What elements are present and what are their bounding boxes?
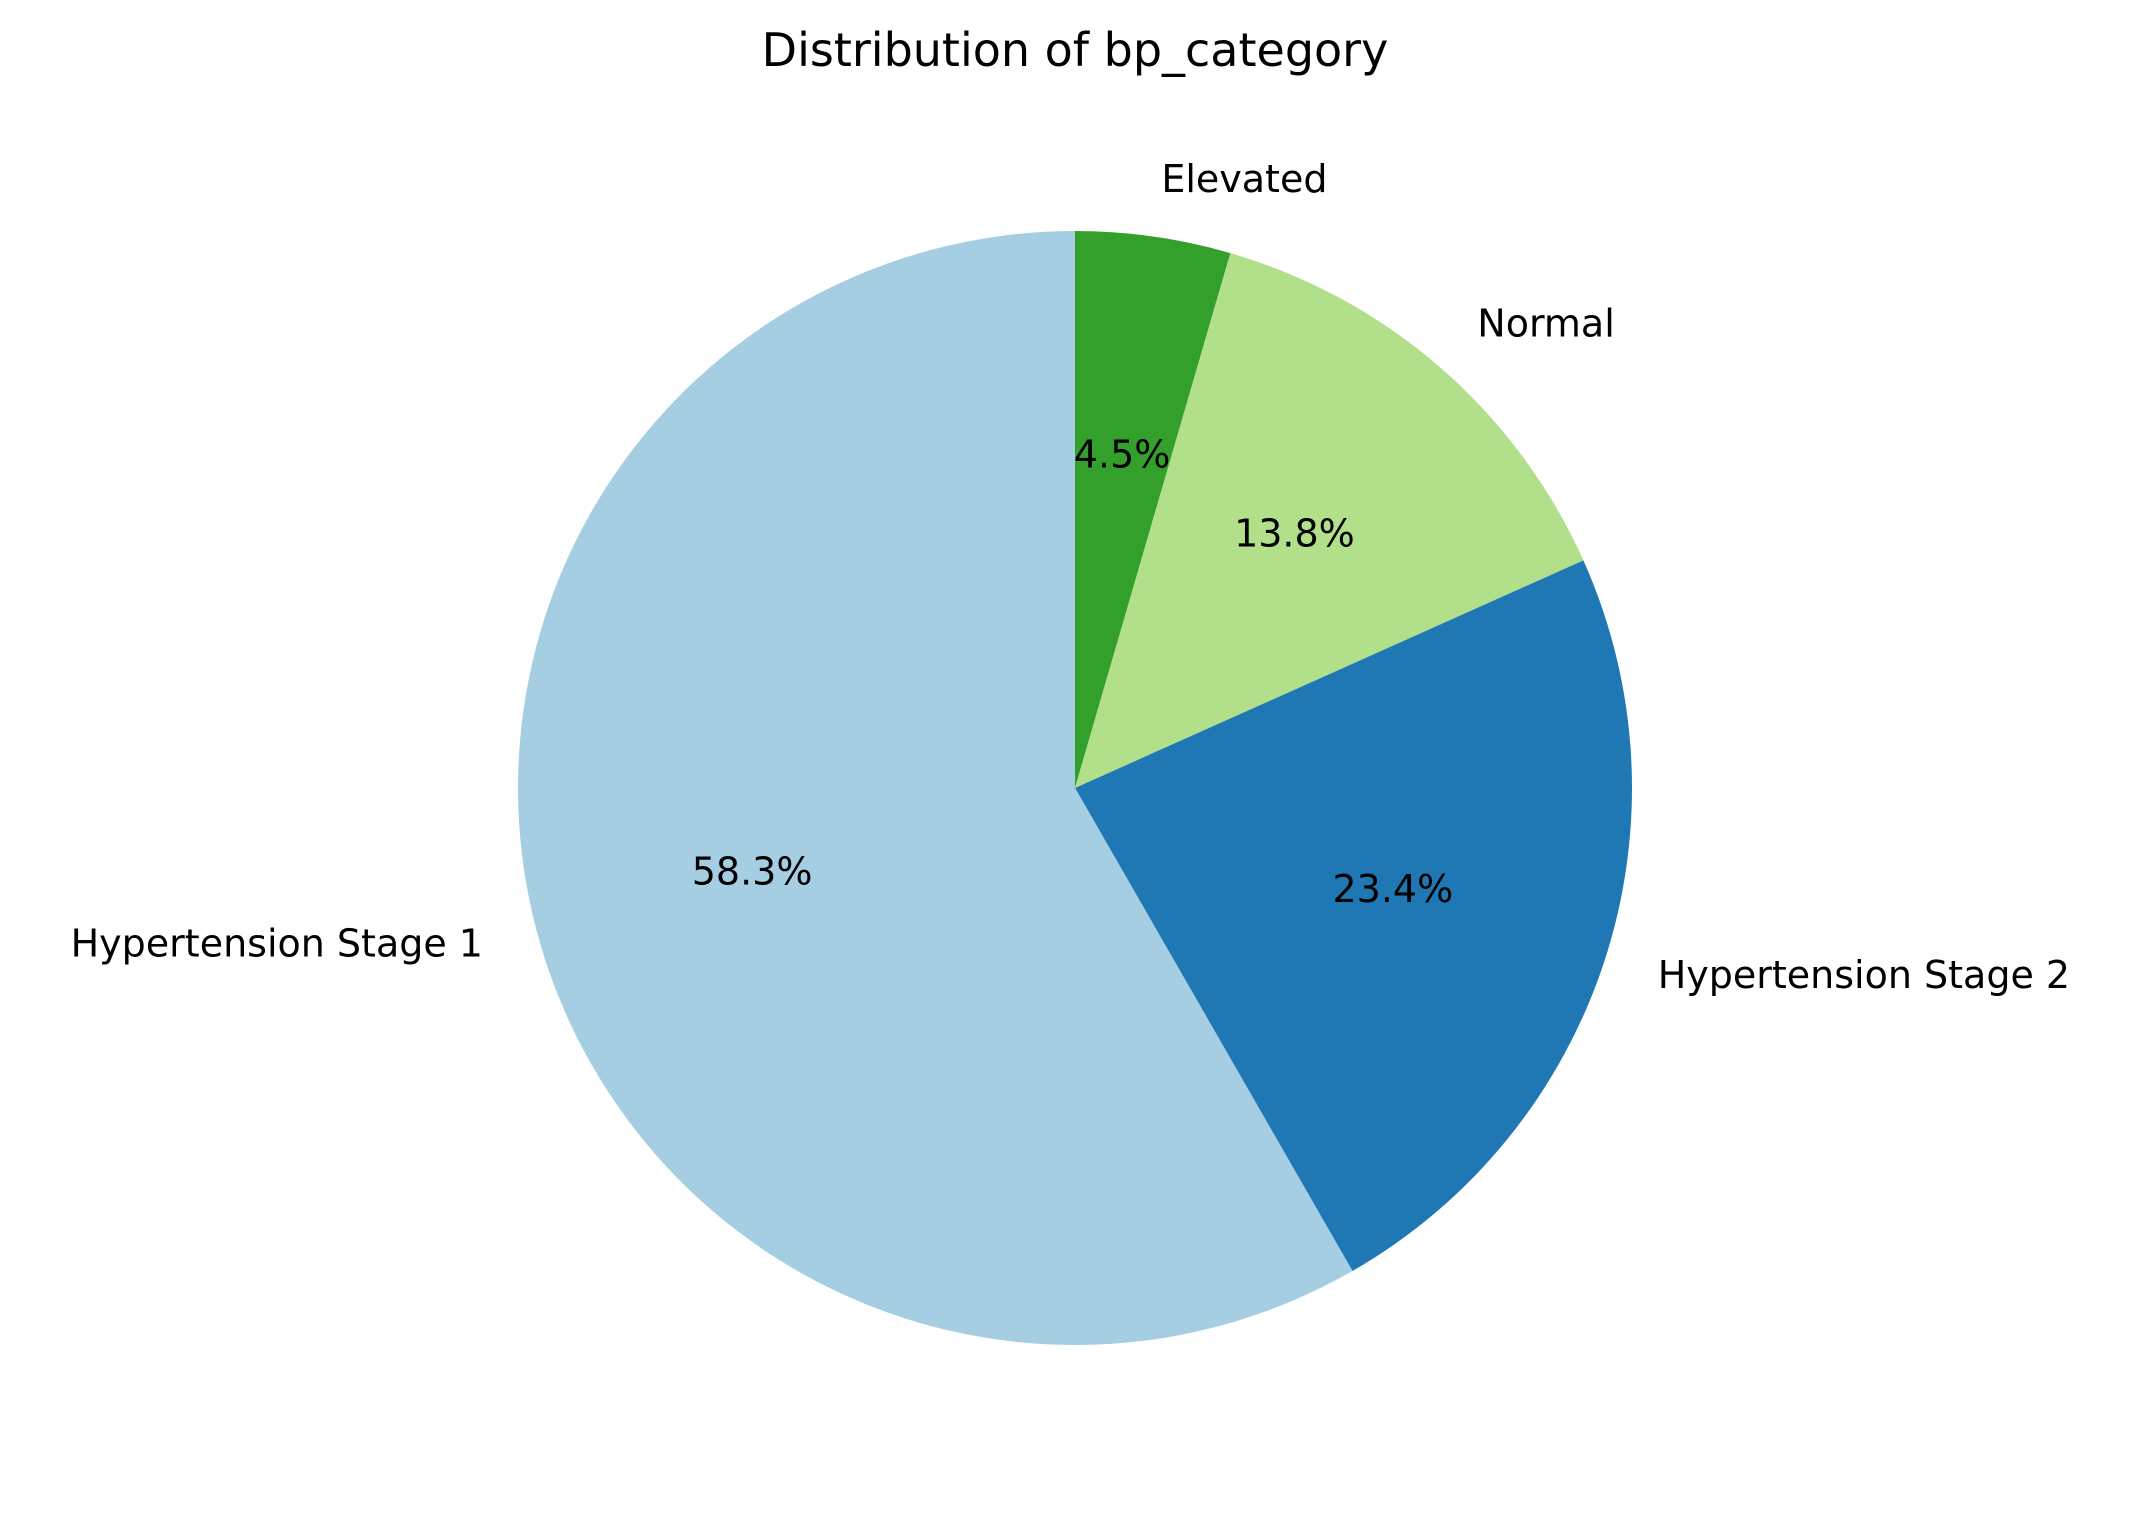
- pie-labels: Elevated 4.5% Normal 13.8% Hypertension Stag…: [71, 157, 2070, 997]
- chart-title: Distribution of bp_category: [762, 23, 1389, 77]
- pie-slices: [518, 231, 1632, 1345]
- pie-slice-elevated: [1075, 231, 1231, 788]
- slice-label-hypertension-stage-1: Hypertension Stage 1: [71, 921, 483, 965]
- slice-label-elevated: Elevated: [1161, 157, 1327, 201]
- pct-label-hypertension-stage-2: 23.4%: [1332, 867, 1453, 911]
- pie-slice-normal: [1075, 253, 1584, 788]
- pie-slice-hypertension-stage-1: [518, 231, 1353, 1345]
- pie-slice-hypertension-stage-2: [1075, 560, 1632, 1271]
- slice-label-hypertension-stage-2: Hypertension Stage 2: [1658, 953, 2070, 997]
- pct-label-hypertension-stage-1: 58.3%: [692, 850, 813, 894]
- slice-label-normal: Normal: [1477, 301, 1615, 345]
- pct-label-elevated: 4.5%: [1074, 433, 1171, 477]
- pct-label-normal: 13.8%: [1234, 511, 1355, 555]
